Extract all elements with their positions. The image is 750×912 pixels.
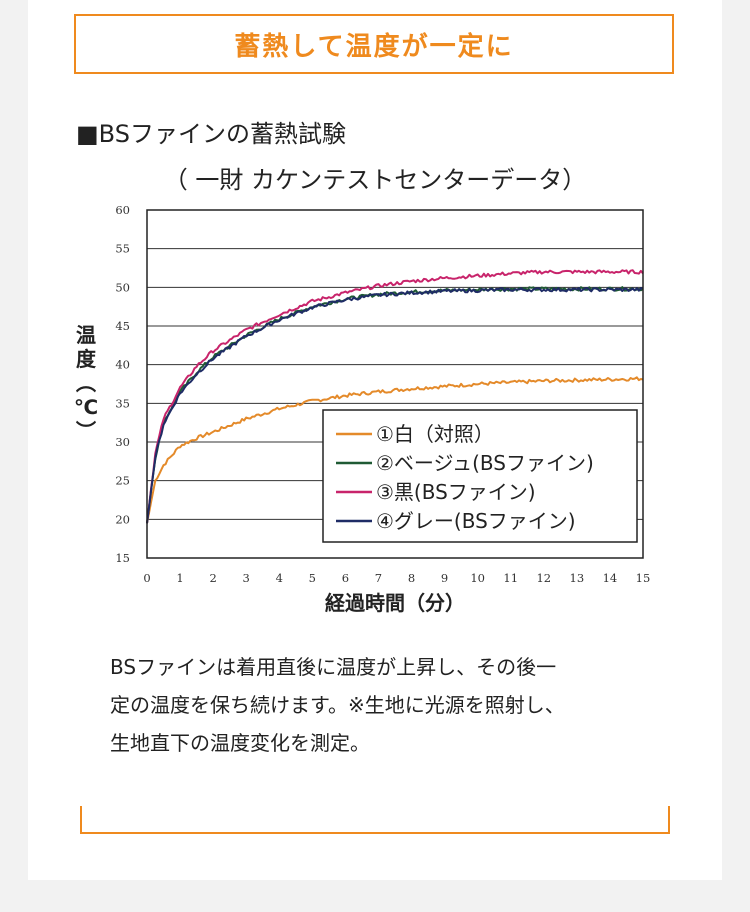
y-tick-label: 35 bbox=[115, 396, 130, 410]
x-tick-label: 0 bbox=[143, 571, 150, 585]
x-tick-label: 11 bbox=[503, 571, 518, 585]
y-tick-label: 40 bbox=[115, 358, 130, 372]
bottom-bracket bbox=[80, 806, 670, 834]
plot-frame bbox=[146, 209, 644, 559]
description-line-3: 生地直下の温度変化を測定。 bbox=[110, 731, 370, 755]
legend-box bbox=[322, 409, 638, 543]
x-tick-label: 9 bbox=[441, 571, 448, 585]
y-tick-label: 55 bbox=[115, 242, 130, 256]
x-tick-label: 14 bbox=[603, 571, 618, 585]
banner-title: 蓄熱して温度が一定に bbox=[74, 14, 674, 74]
description-line-2: 定の温度を保ち続けます。※生地に光源を照射し、 bbox=[110, 693, 565, 717]
legend-label: ②ベージュ(BSファイン) bbox=[376, 451, 594, 475]
x-tick-label: 8 bbox=[408, 571, 415, 585]
section-heading: ■BSファインの蓄熱試験 bbox=[76, 120, 346, 148]
legend-label: ④グレー(BSファイン) bbox=[376, 509, 576, 533]
y-tick-label: 25 bbox=[115, 474, 130, 488]
banner-title-text: 蓄熱して温度が一定に bbox=[234, 31, 514, 62]
description-line-1: BSファインは着用直後に温度が上昇し、その後一 bbox=[110, 655, 557, 679]
x-tick-label: 13 bbox=[570, 571, 585, 585]
legend-label: ①白（対照） bbox=[376, 422, 494, 446]
description: BSファインは着用直後に温度が上昇し、その後一 定の温度を保ち続けます。※生地に… bbox=[110, 648, 670, 762]
y-tick-label: 45 bbox=[115, 319, 130, 333]
y-tick-label: 20 bbox=[115, 512, 130, 526]
x-tick-label: 10 bbox=[470, 571, 485, 585]
x-tick-label: 1 bbox=[176, 571, 183, 585]
y-tick-label: 60 bbox=[115, 203, 130, 217]
x-tick-label: 4 bbox=[276, 571, 283, 585]
y-tick-label: 50 bbox=[115, 280, 130, 294]
y-tick-label: 30 bbox=[115, 435, 130, 449]
x-tick-label: 6 bbox=[342, 571, 349, 585]
series-line-3 bbox=[146, 269, 644, 524]
y-axis-label: 温度︵ ℃ ︶ bbox=[74, 323, 98, 443]
x-tick-label: 3 bbox=[243, 571, 250, 585]
legend-label: ③黒(BSファイン) bbox=[376, 480, 536, 504]
y-tick-label: 15 bbox=[115, 551, 130, 565]
x-tick-label: 15 bbox=[636, 571, 651, 585]
series-line-1 bbox=[146, 376, 644, 524]
data-source: （ 一財 カケンテストセンターデータ） bbox=[163, 166, 587, 194]
x-tick-label: 12 bbox=[536, 571, 551, 585]
x-tick-label: 7 bbox=[375, 571, 382, 585]
series-line-4 bbox=[146, 287, 644, 524]
x-tick-label: 2 bbox=[209, 571, 216, 585]
x-axis-label: 経過時間（分） bbox=[325, 591, 465, 615]
x-tick-label: 5 bbox=[309, 571, 316, 585]
series-line-2 bbox=[146, 286, 644, 524]
